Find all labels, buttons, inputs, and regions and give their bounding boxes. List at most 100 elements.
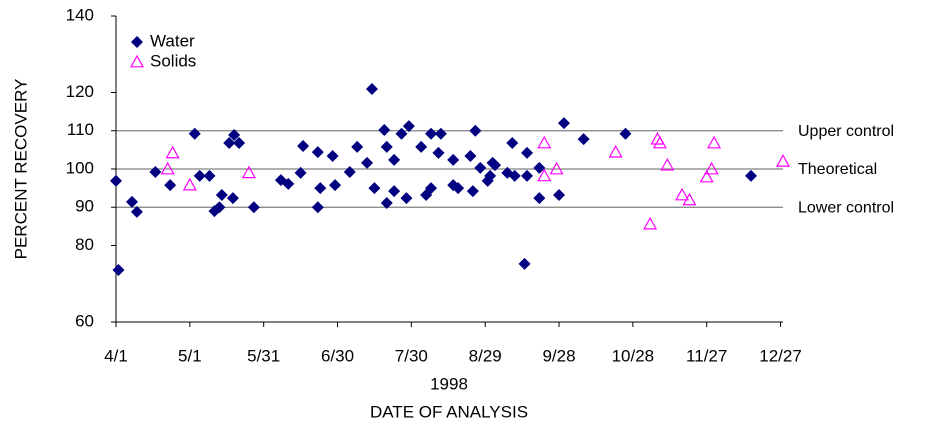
solids-point	[652, 135, 667, 149]
y-tick-label: 90	[75, 197, 94, 216]
water-point	[469, 124, 482, 137]
water-point	[365, 83, 378, 96]
water-point	[508, 169, 521, 182]
x-axis-year: 1998	[430, 374, 468, 393]
y-tick-label: 110	[67, 120, 94, 139]
solids-point	[660, 157, 675, 171]
water-point	[282, 177, 295, 190]
water-point	[112, 263, 125, 276]
water-point	[521, 169, 534, 182]
reference-label: Upper control	[798, 123, 894, 140]
solids-point	[675, 187, 690, 201]
water-point	[343, 166, 356, 179]
water-point	[745, 169, 758, 182]
water-point	[577, 133, 590, 146]
reference-label: Lower control	[798, 199, 894, 216]
x-tick-label: 10/28	[612, 346, 655, 365]
y-tick-label: 80	[75, 235, 94, 254]
y-axis-label: PERCENT RECOVERY	[11, 79, 30, 260]
solids-point	[707, 135, 722, 149]
water-point	[464, 149, 477, 162]
water-point	[489, 159, 502, 172]
water-point	[233, 136, 246, 149]
water-point	[125, 195, 138, 208]
water-point	[533, 161, 546, 174]
x-tick-label: 6/30	[321, 346, 354, 365]
solids-point	[537, 135, 552, 149]
solids-point	[165, 145, 180, 159]
x-tick-label: 7/30	[395, 346, 428, 365]
solids-point	[704, 161, 719, 175]
water-point	[228, 128, 241, 141]
water-point	[368, 182, 381, 195]
water-point	[215, 189, 228, 202]
water-point	[247, 201, 260, 214]
water-point	[110, 174, 122, 187]
water-point	[518, 257, 531, 270]
x-tick-label: 4/1	[104, 346, 128, 365]
water-point	[378, 123, 391, 136]
y-tick-label: 120	[66, 82, 94, 101]
water-point	[213, 201, 226, 214]
solids-point	[682, 192, 697, 206]
x-tick-label: 11/27	[686, 346, 727, 365]
y-tick-label: 60	[75, 311, 94, 330]
water-point	[402, 120, 415, 133]
water-point	[203, 169, 216, 182]
water-point	[193, 169, 206, 182]
x-tick-label: 12/27	[759, 346, 802, 365]
y-tick-label: 100	[66, 158, 94, 177]
x-tick-label: 8/29	[469, 346, 502, 365]
water-point	[506, 136, 519, 149]
solids-point	[182, 177, 197, 191]
solids-point	[241, 165, 256, 179]
legend-marker	[131, 36, 143, 48]
water-point	[425, 127, 438, 140]
water-point	[521, 146, 534, 159]
water-point	[400, 192, 413, 205]
solids-point	[775, 154, 791, 167]
water-point	[351, 140, 364, 153]
water-point	[361, 156, 374, 169]
water-point	[297, 140, 310, 153]
water-point	[466, 185, 479, 198]
water-point	[432, 146, 445, 159]
solids-point	[643, 216, 658, 230]
water-point	[380, 140, 393, 153]
water-point	[329, 179, 342, 192]
legend-label: Solids	[150, 51, 196, 70]
solids-point	[699, 169, 714, 183]
water-point	[294, 166, 307, 179]
reference-label: Theoretical	[798, 161, 877, 178]
solids-point	[537, 168, 552, 182]
water-point	[388, 153, 401, 166]
water-point	[380, 197, 393, 210]
water-point	[395, 127, 408, 140]
water-point	[557, 117, 570, 130]
water-point	[314, 182, 327, 195]
solids-point	[160, 161, 175, 175]
water-point	[311, 146, 324, 159]
water-point	[326, 149, 339, 162]
water-point	[533, 192, 546, 205]
water-point	[452, 182, 465, 195]
water-point	[388, 185, 401, 198]
water-point	[484, 169, 497, 182]
solids-point	[608, 144, 623, 158]
legend-label: Water	[150, 31, 195, 50]
water-point	[415, 140, 428, 153]
water-point	[553, 189, 566, 202]
water-point	[474, 161, 487, 174]
legend-marker	[129, 54, 145, 68]
water-point	[130, 205, 143, 218]
y-tick-label: 140	[66, 5, 94, 24]
x-axis-label: DATE OF ANALYSIS	[370, 402, 528, 421]
water-point	[425, 182, 438, 195]
x-tick-label: 5/1	[178, 346, 202, 365]
water-point	[434, 127, 447, 140]
water-point	[149, 166, 162, 179]
water-point	[223, 136, 236, 149]
water-point	[311, 201, 324, 214]
